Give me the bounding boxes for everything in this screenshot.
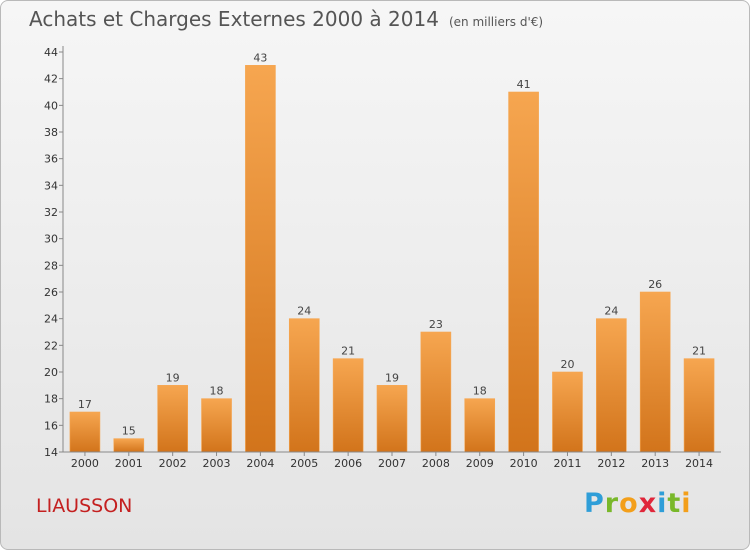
x-tick-label-2011: 2011 [553, 457, 581, 470]
value-label-2010: 41 [517, 78, 531, 91]
y-tick-label: 26 [44, 286, 58, 299]
y-tick-label: 18 [44, 393, 58, 406]
x-tick-label-2013: 2013 [641, 457, 669, 470]
commune-name: LIAUSSON [36, 495, 133, 517]
y-tick-label: 30 [44, 233, 58, 246]
x-tick-label-2000: 2000 [71, 457, 99, 470]
y-tick-label: 20 [44, 366, 58, 379]
y-tick-label: 28 [44, 259, 58, 272]
x-axis: 2000 2001 2002 2003 2004 2005 2006 2007 2008 2009… [63, 451, 721, 470]
x-tick-label-2003: 2003 [203, 457, 231, 470]
logo-letter: x [638, 488, 658, 519]
value-label-2011: 20 [560, 358, 574, 371]
value-label-2001: 15 [122, 425, 136, 438]
bars: 17 15 19 18 43 24 21 19 23 18 41 20 24 26 21 [69, 51, 715, 453]
bar-2013 [639, 291, 671, 453]
x-tick-label-2006: 2006 [334, 457, 362, 470]
bar-2002 [157, 385, 188, 453]
x-tick-label-2014: 2014 [685, 457, 713, 470]
x-tick-label-2009: 2009 [466, 457, 494, 470]
value-label-2007: 19 [385, 371, 399, 384]
y-tick-label: 40 [44, 99, 58, 112]
value-label-2000: 17 [78, 398, 92, 411]
value-label-2002: 19 [166, 371, 180, 384]
chart-title: Achats et Charges Externes 2000 à 2014 (e… [29, 7, 543, 31]
logo-letter: i [681, 488, 692, 519]
y-tick-label: 14 [44, 446, 58, 459]
x-tick-label-2012: 2012 [597, 457, 625, 470]
y-tick-label: 42 [44, 73, 58, 86]
x-tick-label-2001: 2001 [115, 457, 143, 470]
y-tick-label: 38 [44, 126, 58, 139]
value-label-2005: 24 [297, 305, 311, 318]
bar-2011 [552, 371, 583, 453]
x-tick-label-2010: 2010 [510, 457, 538, 470]
bar-2005 [288, 318, 320, 453]
x-tick-label-2008: 2008 [422, 457, 450, 470]
x-tick-label-2005: 2005 [290, 457, 318, 470]
proxiti-logo[interactable]: Proxiti [584, 488, 692, 519]
value-label-2013: 26 [648, 278, 662, 291]
y-tick-label: 32 [44, 206, 58, 219]
value-label-2012: 24 [604, 305, 618, 318]
bar-2004 [245, 65, 276, 453]
value-label-2003: 18 [210, 385, 224, 398]
x-tick-label-2004: 2004 [246, 457, 274, 470]
chart-unit: (en milliers d'€) [448, 15, 544, 29]
value-label-2014: 21 [692, 345, 706, 358]
y-axis: 14 16 18 20 22 24 26 28 30 32 34 36 38 40 42 44 [44, 46, 64, 459]
bar-2001 [113, 438, 145, 453]
bar-2000 [69, 411, 101, 453]
y-tick-label: 24 [44, 313, 58, 326]
x-tick-label-2007: 2007 [378, 457, 406, 470]
bar-2008 [420, 331, 452, 453]
value-label-2009: 18 [473, 385, 487, 398]
bar-2007 [376, 385, 408, 453]
bar-2012 [596, 318, 627, 453]
logo-letter: i [657, 488, 668, 519]
bar-2003 [201, 398, 232, 453]
x-tick-label-2002: 2002 [159, 457, 187, 470]
y-tick-label: 34 [44, 179, 58, 192]
bar-2014 [683, 358, 715, 453]
y-tick-label: 36 [44, 153, 58, 166]
logo-letter: o [619, 488, 639, 519]
chart-title-text: Achats et Charges Externes 2000 à 2014 [29, 7, 439, 31]
y-tick-label: 22 [44, 339, 58, 352]
logo-letter: P [584, 488, 605, 519]
value-label-2006: 21 [341, 345, 355, 358]
value-label-2004: 43 [253, 51, 267, 64]
bar-2009 [464, 398, 496, 453]
y-tick-label: 16 [44, 419, 58, 432]
logo-letter: t [667, 488, 682, 519]
value-label-2008: 23 [429, 318, 443, 331]
bar-2010 [508, 91, 539, 453]
logo-letter: r [604, 488, 620, 519]
y-tick-label: 44 [44, 46, 58, 59]
bar-2006 [332, 358, 364, 453]
